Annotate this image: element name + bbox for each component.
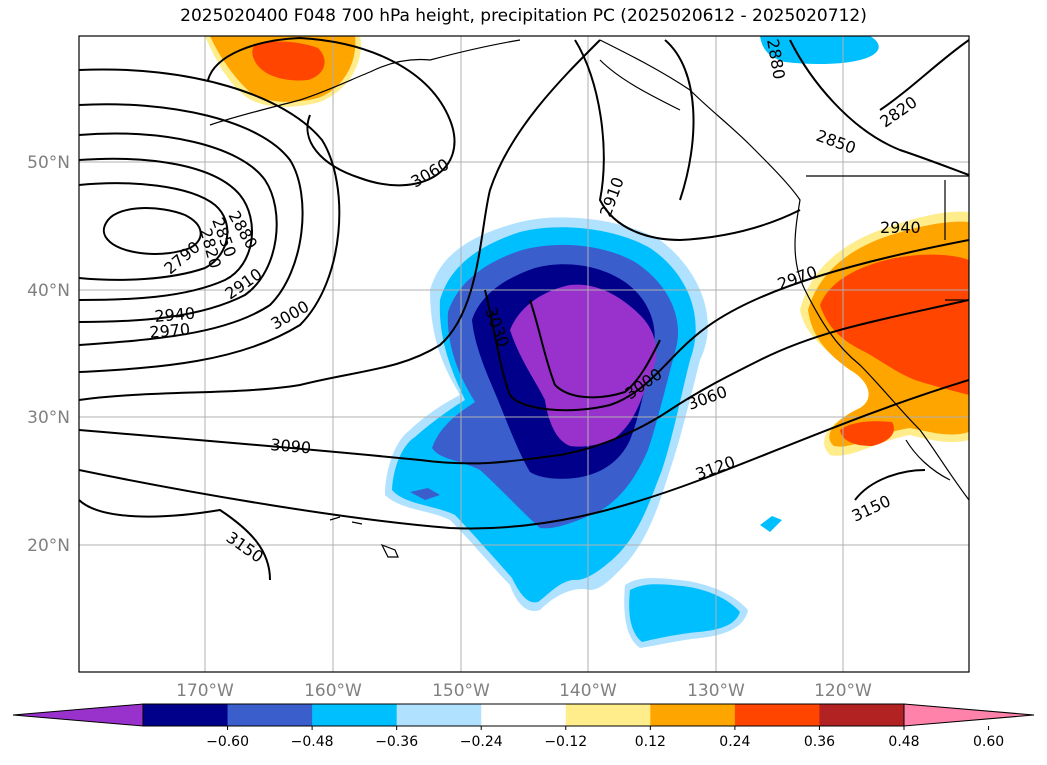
colorbar-tick-label: 0.60 <box>973 734 1004 750</box>
contour-label: 2940 <box>154 304 196 326</box>
lon-label: 160°W <box>304 681 362 701</box>
colorbar-segment <box>396 704 482 726</box>
colorbar-tick-label: 0.36 <box>804 734 835 750</box>
colorbar-tick-label: 0.48 <box>888 734 919 750</box>
colorbar-segment <box>227 704 313 726</box>
colorbar-segment <box>312 704 398 726</box>
colorbar-outline <box>142 703 905 727</box>
contour-label: 2970 <box>149 320 191 342</box>
contour-label: 2940 <box>880 218 921 237</box>
colorbar-tick-label: −0.60 <box>206 734 249 750</box>
colorbar-tick-label: −0.36 <box>375 734 418 750</box>
colorbar-tick-label: −0.12 <box>544 734 587 750</box>
colorbar-segment <box>565 704 651 726</box>
lon-label: 120°W <box>814 681 872 701</box>
lat-label: 50°N <box>27 153 70 173</box>
lon-labels: 170°W 160°W 150°W 140°W 130°W 120°W <box>176 681 872 701</box>
gridlines <box>79 36 969 672</box>
map-title: 2025020400 F048 700 hPa height, precipit… <box>180 6 867 26</box>
colorbar-tick-label: 0.12 <box>635 734 666 750</box>
lon-label: 150°W <box>432 681 490 701</box>
colorbar-segment <box>819 704 905 726</box>
lon-label: 130°W <box>687 681 745 701</box>
colorbar-segment <box>650 704 736 726</box>
colorbar-extend-min <box>12 703 144 727</box>
lon-label: 140°W <box>559 681 617 701</box>
colorbar-extend-max <box>903 703 1035 727</box>
colorbar-tick-label: −0.48 <box>291 734 334 750</box>
colorbar-tick-label: −0.24 <box>460 734 503 750</box>
lat-labels: 50°N 40°N 30°N 20°N <box>27 153 70 556</box>
colorbar-tick-label: 0.24 <box>719 734 750 750</box>
lat-label: 40°N <box>27 281 70 301</box>
height-contours <box>79 36 969 581</box>
precip-negative-anomaly <box>385 217 782 648</box>
lat-label: 30°N <box>27 408 70 428</box>
lon-label: 170°W <box>176 681 234 701</box>
colorbar-segment <box>143 704 229 726</box>
colorbar-segment <box>481 704 567 726</box>
colorbar-segment <box>734 704 820 726</box>
lat-label: 20°N <box>27 536 70 556</box>
contour-label: 3090 <box>270 435 312 457</box>
colorbar: −0.60 −0.48 −0.36 −0.24 −0.12 0.12 0.24 0.36 0.4… <box>12 703 1035 750</box>
map-frame <box>78 35 970 673</box>
